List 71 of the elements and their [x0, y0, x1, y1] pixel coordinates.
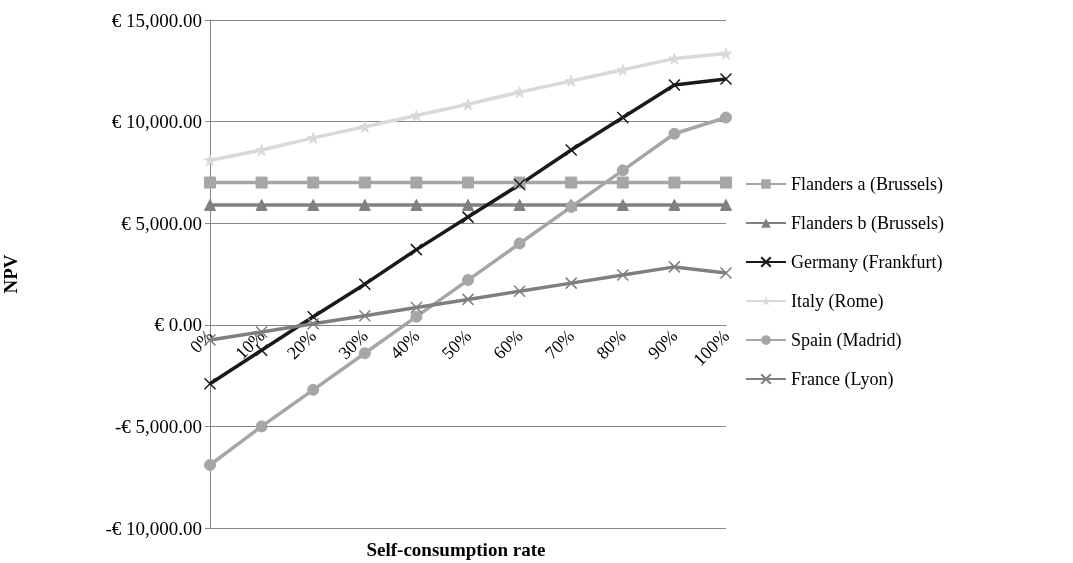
point	[720, 111, 732, 124]
legend-label: Italy (Rome)	[791, 291, 884, 312]
point	[668, 78, 681, 92]
x-tick-label: 10%	[231, 325, 269, 364]
point	[720, 176, 732, 189]
x-tick-label: 50%	[437, 325, 476, 364]
x-tick-label: 20%	[282, 325, 321, 364]
legend-label: Germany (Frankfurt)	[791, 252, 943, 273]
point	[410, 198, 423, 211]
point	[462, 176, 474, 189]
point	[462, 274, 474, 287]
point	[565, 176, 578, 189]
point	[410, 301, 423, 314]
legend-label: Flanders a (Brussels)	[791, 174, 943, 195]
point	[358, 277, 372, 291]
point	[358, 309, 372, 322]
x-tick-label: 70%	[540, 325, 579, 364]
point	[461, 293, 475, 306]
x-tick-label: 40%	[386, 325, 424, 364]
x-axis-title: Self-consumption rate	[366, 539, 546, 560]
point	[255, 176, 268, 189]
point	[204, 176, 216, 189]
point	[719, 72, 733, 86]
point	[307, 176, 320, 189]
point	[616, 176, 629, 189]
x-tick-label: 80%	[592, 325, 630, 364]
x-tick-label: 30%	[334, 325, 372, 364]
point	[513, 285, 526, 298]
point	[616, 268, 630, 282]
point	[720, 47, 732, 60]
point	[668, 260, 681, 274]
point	[306, 317, 320, 331]
point	[204, 459, 216, 471]
y-tick-label: € 15,000.00	[111, 9, 202, 31]
point	[564, 276, 578, 290]
point	[358, 176, 371, 189]
point	[564, 143, 578, 157]
point	[461, 210, 475, 224]
point	[410, 310, 423, 323]
point	[462, 198, 474, 211]
x-tick-label: 60%	[489, 325, 527, 364]
point	[668, 198, 681, 211]
point	[410, 176, 423, 189]
y-axis-title: NPV	[0, 254, 21, 294]
point	[616, 111, 630, 124]
y-tick-label: -€ 10,000.00	[105, 517, 202, 539]
point	[307, 383, 320, 396]
point	[255, 420, 268, 433]
point	[668, 127, 681, 140]
point	[306, 310, 320, 323]
legend-label: France (Lyon)	[791, 369, 894, 390]
point	[204, 198, 216, 211]
legend-label: Spain (Madrid)	[791, 330, 902, 351]
point	[513, 237, 526, 250]
point	[616, 198, 629, 211]
y-tick-label: € 5,000.00	[121, 212, 202, 234]
legend-label: Flanders b (Brussels)	[791, 213, 944, 234]
y-tick-label: € 0.00	[154, 314, 202, 336]
y-tick-label: € 10,000.00	[111, 111, 202, 133]
y-tick-label: -€ 5,000.00	[114, 415, 202, 437]
point	[410, 243, 423, 256]
point	[255, 198, 268, 211]
point	[720, 198, 732, 211]
point	[203, 377, 217, 390]
point	[719, 266, 733, 280]
point	[616, 164, 629, 177]
point	[513, 198, 526, 211]
point	[358, 198, 371, 211]
point	[668, 176, 681, 189]
point	[307, 198, 320, 211]
x-tick-label: 90%	[644, 325, 682, 364]
